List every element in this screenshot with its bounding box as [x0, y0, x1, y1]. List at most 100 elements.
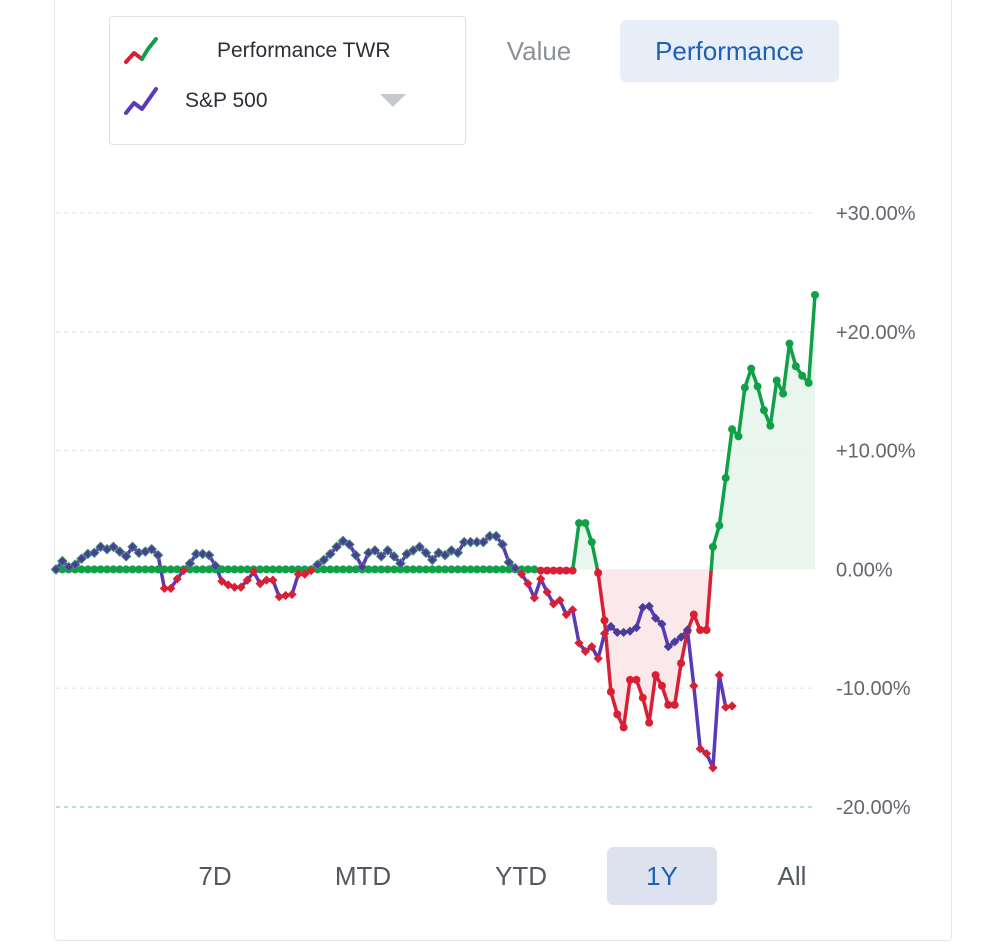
sp500-point	[580, 646, 590, 656]
sp500-point	[184, 558, 196, 569]
sp500-point	[178, 565, 189, 576]
performance-twr-point	[83, 565, 92, 574]
performance-twr-point	[466, 565, 475, 574]
performance-twr-point	[645, 718, 654, 727]
performance-twr-point	[294, 565, 303, 574]
performance-twr-point	[224, 565, 233, 574]
performance-twr-point	[300, 565, 309, 574]
sp500-point	[217, 576, 227, 586]
performance-twr-point	[626, 675, 635, 684]
sp500-point	[568, 605, 578, 615]
performance-twr-point	[543, 566, 552, 575]
sp500-point	[197, 548, 209, 560]
performance-twr-point	[122, 565, 131, 574]
sp500-point	[350, 549, 362, 561]
range-1y-button[interactable]: 1Y	[607, 847, 717, 905]
sp500-point	[120, 551, 132, 562]
sp500-point	[574, 638, 584, 648]
performance-twr-point	[696, 625, 705, 634]
performance-twr-point	[479, 565, 488, 574]
performance-twr-point	[740, 383, 749, 392]
sp500-point	[76, 553, 87, 565]
performance-twr-point	[594, 568, 603, 577]
performance-twr-point	[568, 566, 577, 575]
performance-twr-point	[147, 565, 156, 574]
range-mtd-button[interactable]: MTD	[334, 861, 392, 891]
negative-area-fill	[597, 569, 712, 728]
performance-twr-point	[472, 565, 481, 574]
sp500-point	[166, 583, 176, 594]
performance-twr-point	[747, 364, 756, 373]
performance-twr-point	[319, 565, 328, 574]
sp500-point	[714, 670, 724, 680]
performance-twr-point	[651, 671, 660, 680]
sp500-point	[69, 559, 81, 570]
sp500-point	[50, 564, 62, 575]
performance-twr-point	[600, 616, 609, 625]
performance-twr-point	[173, 565, 182, 574]
performance-twr-point	[555, 566, 564, 575]
sp500-point	[293, 569, 303, 579]
performance-twr-point	[536, 566, 545, 575]
performance-twr-point	[90, 565, 99, 574]
sp500-point	[599, 628, 610, 639]
performance-twr-point	[339, 565, 348, 574]
performance-twr-point	[492, 565, 501, 574]
performance-twr-point	[779, 389, 788, 398]
performance-mode-button[interactable]: Performance	[620, 20, 839, 82]
sp500-point	[593, 653, 603, 664]
performance-twr-point	[575, 519, 584, 528]
sp500-point	[127, 541, 138, 553]
performance-twr-point	[811, 290, 819, 299]
sp500-point	[650, 613, 661, 623]
performance-twr-point	[619, 723, 628, 732]
sp500-point	[587, 642, 597, 652]
sp500-point	[249, 567, 259, 577]
performance-twr-point	[434, 565, 443, 574]
sp500-point	[255, 579, 265, 589]
sp500-point	[242, 575, 252, 585]
performance-twr-point	[606, 687, 615, 696]
range-all-button[interactable]: All	[777, 861, 807, 891]
legend-item-sp500[interactable]: S&P 500	[122, 85, 268, 117]
sp500-point	[727, 701, 737, 711]
sp500-point	[152, 549, 164, 561]
sp500-point	[631, 623, 642, 633]
performance-twr-point	[332, 565, 341, 574]
performance-twr-point	[345, 565, 354, 574]
purple-line-icon	[124, 87, 158, 115]
performance-twr-point	[428, 565, 437, 574]
performance-twr-point	[441, 565, 450, 574]
legend-dropdown[interactable]: Performance TWR S&P 500	[109, 16, 466, 145]
performance-twr-point	[772, 376, 781, 385]
sp500-point	[414, 541, 425, 553]
performance-twr-point	[447, 565, 456, 574]
series-markers	[50, 290, 819, 773]
value-mode-button[interactable]: Value	[506, 36, 572, 66]
performance-twr-point	[549, 566, 558, 575]
sp500-point	[663, 642, 673, 652]
sp500-point	[114, 546, 126, 557]
performance-twr-point	[804, 378, 813, 387]
sp500-point	[274, 592, 284, 602]
sp500-point	[555, 595, 565, 605]
sp500-point	[344, 539, 355, 550]
performance-twr-point	[632, 675, 641, 684]
sp500-point	[612, 627, 622, 637]
sp500-point	[695, 744, 705, 754]
performance-twr-point	[664, 700, 673, 709]
range-7d-button[interactable]: 7D	[198, 861, 232, 891]
performance-twr-point	[798, 371, 807, 380]
performance-twr-point	[370, 565, 379, 574]
sp500-point	[638, 602, 648, 613]
sp500-point	[439, 549, 451, 561]
performance-twr-point	[275, 565, 284, 574]
chevron-down-icon[interactable]	[380, 94, 406, 107]
sp500-point	[529, 593, 539, 603]
positive-area-fill	[711, 294, 815, 570]
legend-item-performance[interactable]: Performance TWR	[122, 35, 391, 67]
range-ytd-button[interactable]: YTD	[495, 861, 547, 891]
sp500-point	[561, 609, 571, 620]
performance-twr-point	[657, 681, 666, 690]
sp500-point	[236, 582, 246, 592]
